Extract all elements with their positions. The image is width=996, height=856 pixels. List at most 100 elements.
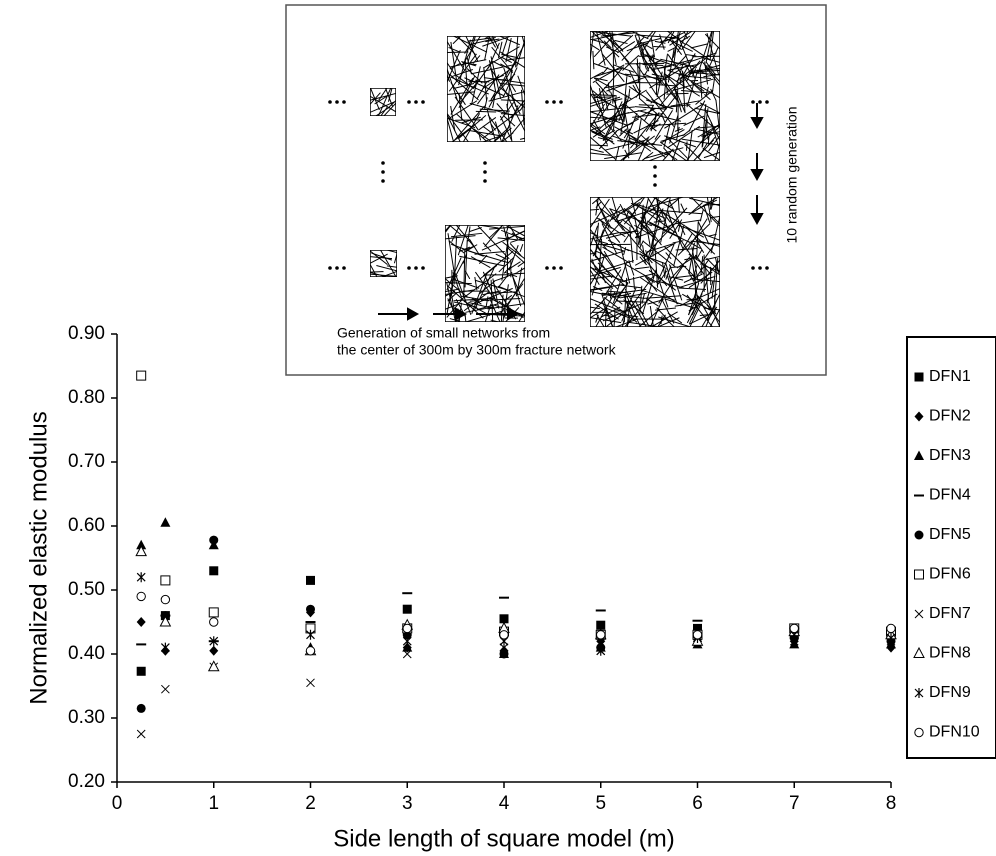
- inset-diagram: Generation of small networks from the ce…: [285, 4, 827, 376]
- fracture: [664, 80, 680, 103]
- fracture: [595, 31, 606, 66]
- data-point: [306, 629, 315, 640]
- fracture: [492, 60, 504, 67]
- fracture: [447, 67, 458, 101]
- fracture: [597, 31, 624, 51]
- dot: [552, 100, 556, 104]
- fracture: [640, 41, 653, 50]
- fracture: [614, 318, 637, 327]
- fracture: [609, 208, 626, 232]
- fracture: [702, 147, 720, 161]
- inset-side-label: 10 random generation: [784, 107, 800, 244]
- fracture: [706, 32, 720, 76]
- fracture: [376, 265, 397, 272]
- fracture: [491, 46, 514, 74]
- fracture: [647, 122, 687, 127]
- dot: [421, 266, 425, 270]
- fracture: [482, 67, 513, 89]
- fracture: [590, 275, 614, 280]
- data-point: [306, 575, 315, 585]
- fracture: [454, 73, 475, 90]
- dot: [552, 266, 556, 270]
- fracture: [597, 247, 625, 283]
- fracture: [660, 315, 663, 325]
- fracture: [623, 76, 628, 108]
- fracture: [452, 36, 462, 45]
- fracture: [501, 37, 509, 56]
- fracture: [659, 141, 688, 161]
- fracture: [630, 197, 636, 215]
- fracture: [511, 84, 517, 93]
- fracture: [667, 46, 677, 52]
- x-tick-label: 0: [112, 793, 123, 814]
- data-point: [886, 633, 896, 643]
- fracture: [593, 62, 632, 78]
- fracture: [706, 303, 720, 324]
- fracture: [590, 228, 608, 250]
- fracture: [669, 254, 692, 280]
- data-point: [135, 545, 148, 557]
- fracture: [635, 266, 650, 270]
- fracture: [600, 243, 625, 252]
- fracture: [602, 246, 630, 264]
- fracture: [453, 301, 478, 308]
- fracture: [704, 94, 711, 101]
- fracture: [596, 260, 635, 273]
- fracture: [481, 133, 506, 142]
- fracture: [500, 113, 525, 117]
- data-point: [596, 620, 606, 630]
- fracture: [622, 152, 629, 161]
- y-tick-label: 0.30: [68, 707, 105, 728]
- fracture: [451, 225, 461, 242]
- fracture: [590, 232, 620, 240]
- fracture: [609, 220, 623, 236]
- fracture: [447, 112, 470, 142]
- data-point: [402, 649, 412, 659]
- fracture: [682, 75, 720, 99]
- fracture: [634, 224, 656, 238]
- dot: [407, 266, 411, 270]
- fracture: [490, 73, 516, 100]
- fracture: [374, 106, 391, 116]
- fracture: [705, 255, 720, 261]
- fracture: [629, 226, 634, 263]
- fracture: [688, 293, 718, 312]
- fracture: [674, 301, 699, 307]
- dot: [407, 100, 411, 104]
- fracture: [706, 294, 720, 320]
- y-tick-label: 0.90: [68, 323, 105, 344]
- fracture: [694, 128, 720, 135]
- fracture: [612, 67, 615, 104]
- dot: [653, 183, 657, 187]
- fracture: [602, 101, 623, 142]
- fracture: [623, 299, 645, 315]
- x-tick-label: 8: [886, 793, 897, 814]
- fracture: [521, 36, 525, 49]
- fracture: [498, 283, 524, 316]
- fracture: [645, 221, 678, 256]
- fracture: [634, 242, 676, 266]
- dot: [765, 266, 769, 270]
- fracture: [694, 237, 705, 253]
- fracture: [492, 96, 496, 109]
- fracture: [641, 269, 657, 315]
- fracture: [700, 125, 720, 144]
- fracture: [470, 256, 491, 269]
- fracture: [493, 272, 518, 282]
- fracture: [590, 295, 608, 316]
- fracture: [590, 129, 613, 140]
- fracture: [511, 274, 525, 308]
- fracture: [505, 37, 512, 63]
- fracture: [479, 265, 498, 280]
- fracture: [517, 261, 525, 268]
- fracture: [685, 226, 716, 255]
- fracture: [667, 64, 697, 71]
- fracture: [625, 104, 657, 132]
- y-tick-label: 0.80: [68, 387, 105, 408]
- fracture: [703, 73, 720, 78]
- fracture: [627, 109, 647, 114]
- fracture: [628, 88, 631, 98]
- dot: [758, 100, 762, 104]
- fracture: [705, 66, 720, 87]
- fracture: [488, 90, 525, 102]
